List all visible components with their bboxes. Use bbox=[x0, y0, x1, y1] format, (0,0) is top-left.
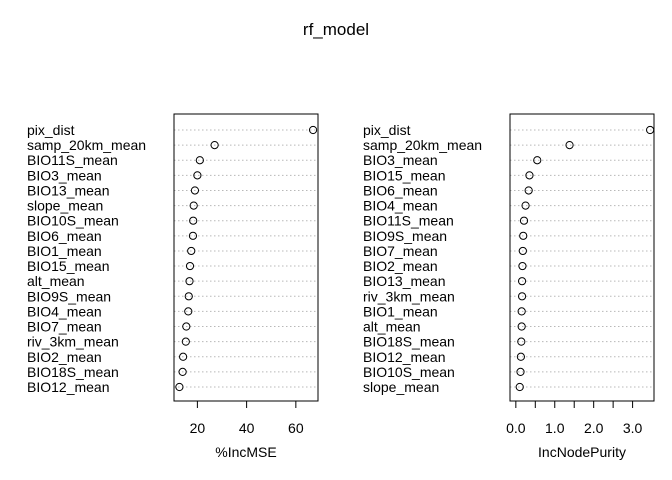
data-point bbox=[188, 231, 198, 240]
category-label: BIO13_mean bbox=[27, 182, 110, 198]
category-label: BIO10S_mean bbox=[363, 364, 455, 380]
figure-title: rf_model bbox=[303, 20, 369, 39]
data-point bbox=[517, 337, 526, 346]
category-label: BIO3_mean bbox=[363, 152, 438, 168]
data-point bbox=[210, 141, 219, 150]
plot-frame bbox=[509, 113, 655, 402]
data-point bbox=[519, 216, 529, 225]
panel-incnodepurity: pix_distsamp_20km_meanBIO3_meanBIO15_mea… bbox=[363, 113, 655, 460]
data-point bbox=[189, 201, 198, 210]
category-label: BIO15_mean bbox=[27, 258, 110, 274]
category-label: BIO13_mean bbox=[363, 273, 446, 289]
panel-incmse: pix_distsamp_20km_meanBIO11S_meanBIO3_me… bbox=[27, 113, 319, 460]
category-label: pix_dist bbox=[27, 122, 75, 138]
x-tick-label: 60 bbox=[288, 420, 304, 436]
data-point bbox=[308, 125, 318, 135]
category-label: BIO12_mean bbox=[363, 349, 446, 365]
x-tick-label: 2.0 bbox=[584, 420, 604, 436]
category-label: alt_mean bbox=[363, 319, 421, 335]
data-point bbox=[182, 322, 191, 331]
category-label: samp_20km_mean bbox=[27, 137, 146, 153]
category-label: BIO9S_mean bbox=[27, 288, 111, 304]
category-label: BIO1_mean bbox=[27, 243, 102, 259]
data-point bbox=[517, 292, 527, 301]
category-label: alt_mean bbox=[27, 273, 85, 289]
category-label: BIO3_mean bbox=[27, 167, 102, 183]
category-label: samp_20km_mean bbox=[363, 137, 482, 153]
category-label: BIO10S_mean bbox=[27, 213, 119, 229]
x-axis-label: IncNodePurity bbox=[538, 444, 626, 460]
data-point bbox=[178, 367, 187, 376]
x-tick-label: 0.0 bbox=[506, 420, 526, 436]
data-point bbox=[195, 156, 204, 165]
data-point bbox=[524, 186, 533, 195]
category-label: BIO12_mean bbox=[27, 379, 110, 395]
data-point bbox=[521, 201, 530, 210]
data-point bbox=[175, 382, 184, 392]
data-point bbox=[517, 277, 527, 286]
category-label: BIO15_mean bbox=[363, 167, 446, 183]
plot-frame bbox=[173, 113, 319, 402]
data-point bbox=[518, 261, 527, 271]
data-point bbox=[184, 307, 193, 316]
data-point bbox=[184, 292, 193, 301]
data-point bbox=[525, 171, 534, 180]
data-point bbox=[565, 141, 574, 150]
category-label: riv_3km_mean bbox=[363, 288, 455, 304]
category-label: BIO6_mean bbox=[27, 228, 102, 244]
category-label: BIO7_mean bbox=[363, 243, 438, 259]
x-tick-label: 40 bbox=[239, 420, 255, 436]
data-point bbox=[187, 246, 196, 256]
category-label: BIO11S_mean bbox=[27, 152, 118, 168]
data-point bbox=[185, 277, 194, 286]
x-tick-label: 1.0 bbox=[545, 420, 565, 436]
data-point bbox=[519, 231, 528, 240]
category-label: BIO18S_mean bbox=[27, 364, 119, 380]
data-point bbox=[515, 382, 524, 392]
data-point bbox=[516, 352, 525, 361]
data-point bbox=[517, 307, 526, 316]
x-tick-label: 3.0 bbox=[623, 420, 643, 436]
category-label: BIO11S_mean bbox=[363, 213, 454, 229]
category-label: BIO4_mean bbox=[27, 303, 102, 319]
category-label: BIO18S_mean bbox=[363, 334, 455, 350]
data-point bbox=[190, 186, 200, 195]
data-point bbox=[518, 246, 527, 256]
category-label: BIO6_mean bbox=[363, 182, 438, 198]
data-point bbox=[517, 322, 526, 331]
category-label: BIO4_mean bbox=[363, 198, 438, 214]
category-label: BIO1_mean bbox=[363, 303, 438, 319]
data-point bbox=[185, 261, 195, 271]
category-label: BIO2_mean bbox=[27, 349, 102, 365]
data-point bbox=[193, 171, 202, 180]
data-point bbox=[179, 352, 188, 361]
data-point bbox=[189, 216, 198, 225]
category-label: riv_3km_mean bbox=[27, 334, 119, 350]
x-tick-label: 20 bbox=[190, 420, 206, 436]
category-label: BIO7_mean bbox=[27, 319, 102, 335]
data-point bbox=[181, 337, 190, 346]
data-point bbox=[533, 156, 542, 165]
category-label: BIO2_mean bbox=[363, 258, 438, 274]
data-point bbox=[516, 367, 525, 376]
category-label: pix_dist bbox=[363, 122, 411, 138]
category-label: BIO9S_mean bbox=[363, 228, 447, 244]
category-label: slope_mean bbox=[27, 198, 103, 214]
category-label: slope_mean bbox=[363, 379, 439, 395]
x-axis-label: %IncMSE bbox=[215, 444, 276, 460]
